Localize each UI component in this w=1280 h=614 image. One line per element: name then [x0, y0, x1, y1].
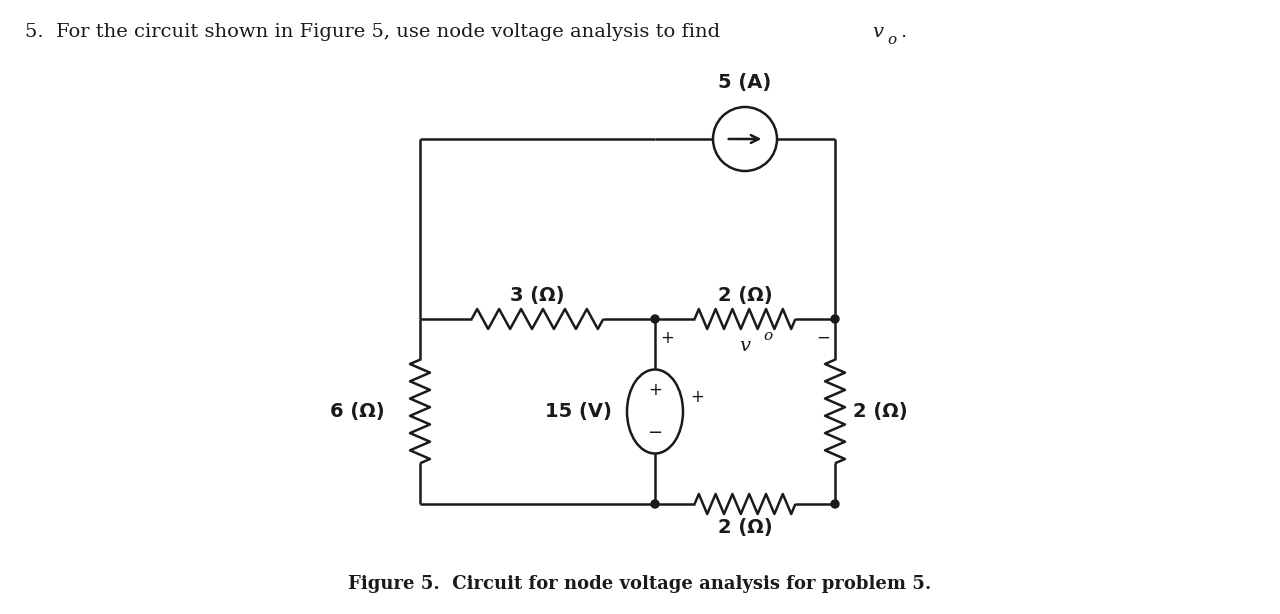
Text: o: o [763, 329, 772, 343]
Text: +: + [660, 329, 675, 347]
Text: 2 (Ω): 2 (Ω) [852, 402, 908, 421]
Text: v: v [739, 337, 750, 355]
Text: 2 (Ω): 2 (Ω) [718, 518, 772, 537]
Text: 3 (Ω): 3 (Ω) [511, 286, 564, 305]
Text: 5 (A): 5 (A) [718, 73, 772, 92]
Text: 5.  For the circuit shown in Figure 5, use node voltage analysis to find: 5. For the circuit shown in Figure 5, us… [26, 23, 726, 41]
Text: +: + [648, 381, 662, 398]
Circle shape [831, 315, 838, 323]
Text: v: v [872, 23, 883, 41]
Text: −: − [648, 424, 663, 442]
Circle shape [831, 500, 838, 508]
Text: Figure 5.  Circuit for node voltage analysis for problem 5.: Figure 5. Circuit for node voltage analy… [348, 575, 932, 593]
Text: 6 (Ω): 6 (Ω) [330, 402, 385, 421]
Circle shape [652, 500, 659, 508]
Text: +: + [690, 388, 704, 406]
Text: .: . [900, 23, 906, 41]
Text: 2 (Ω): 2 (Ω) [718, 286, 772, 305]
Text: o: o [887, 33, 896, 47]
Circle shape [652, 315, 659, 323]
Text: −: − [817, 329, 829, 347]
Text: 15 (V): 15 (V) [545, 402, 612, 421]
